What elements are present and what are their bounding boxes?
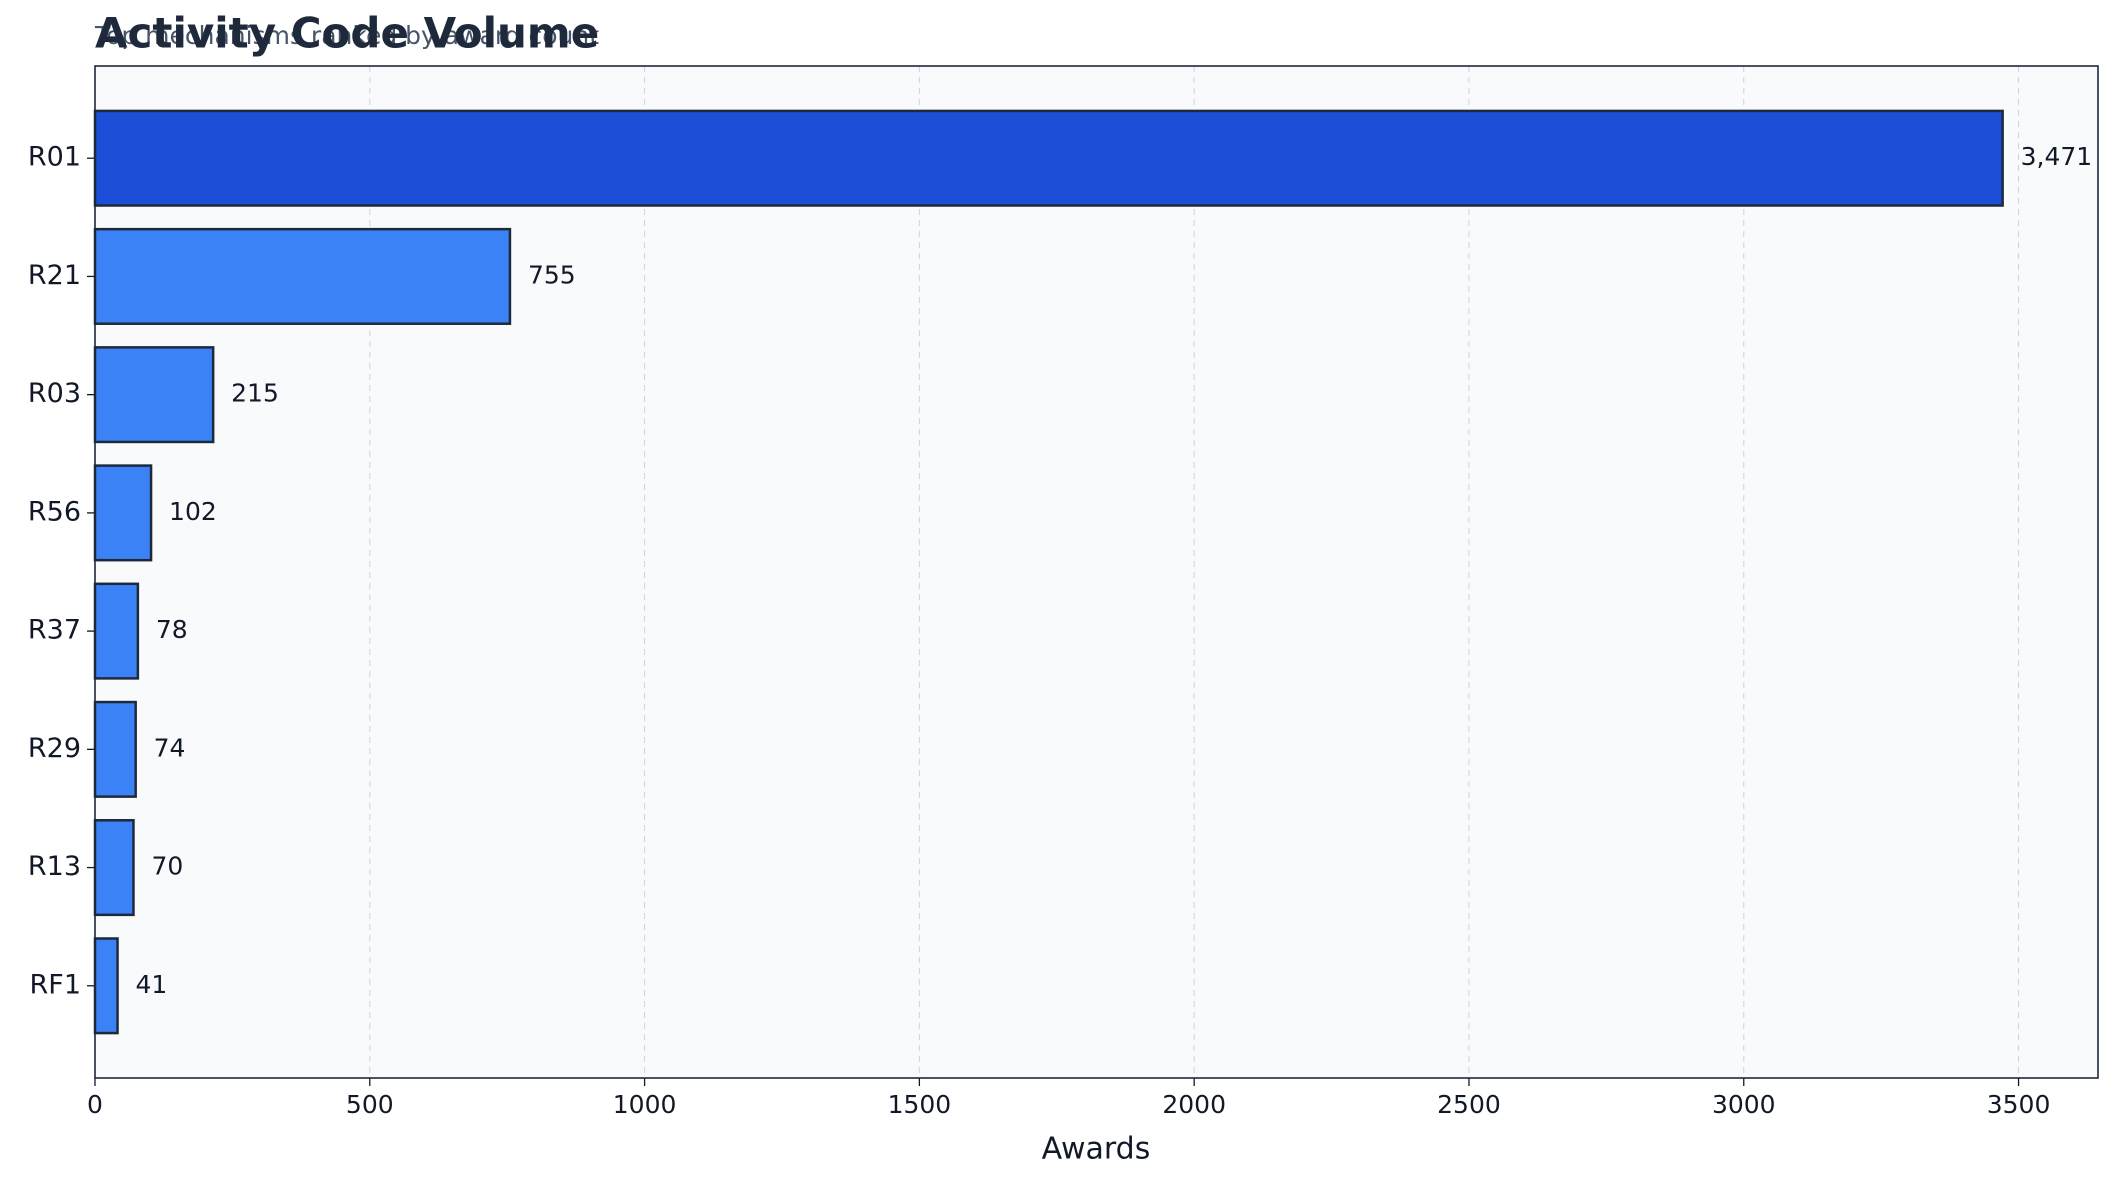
x-axis-label: Awards xyxy=(1042,1132,1151,1167)
value-label: 78 xyxy=(156,615,188,644)
chart-title: Activity Code Volume xyxy=(95,9,599,58)
y-tick-label: R37 xyxy=(28,615,81,646)
value-label: 74 xyxy=(154,733,186,762)
y-tick-label: R21 xyxy=(28,260,81,291)
x-tick-label: 500 xyxy=(346,1090,394,1119)
x-tick-label: 1500 xyxy=(888,1090,952,1119)
x-tick-label: 0 xyxy=(87,1090,103,1119)
value-label: 41 xyxy=(136,970,168,999)
y-tick-label: R56 xyxy=(28,496,81,527)
plot-area xyxy=(95,66,2098,1078)
bar xyxy=(93,819,135,917)
bar xyxy=(93,464,153,562)
bar xyxy=(93,582,140,680)
bar xyxy=(93,227,512,325)
x-tick-label: 3000 xyxy=(1712,1090,1776,1119)
x-tick-label: 3500 xyxy=(1987,1090,2051,1119)
y-tick-label: R01 xyxy=(28,142,81,173)
value-label: 755 xyxy=(528,260,576,289)
bar xyxy=(93,937,119,1035)
value-label: 70 xyxy=(151,852,183,881)
value-label: 215 xyxy=(231,379,279,408)
value-label: 3,471 xyxy=(2021,142,2093,171)
bar xyxy=(93,700,137,798)
x-tick-label: 1000 xyxy=(613,1090,677,1119)
y-tick-label: R13 xyxy=(28,851,81,882)
value-label: 102 xyxy=(169,497,217,526)
bar xyxy=(93,109,2004,207)
plot-frame xyxy=(94,65,2099,1079)
y-tick-label: R29 xyxy=(28,733,81,764)
x-tick-label: 2000 xyxy=(1162,1090,1226,1119)
y-tick-label: R03 xyxy=(28,378,81,409)
bar xyxy=(93,346,215,444)
chart-subtitle: Top mechanisms ranked by award count xyxy=(94,21,599,50)
x-tick-label: 2500 xyxy=(1437,1090,1501,1119)
y-tick-label: RF1 xyxy=(30,969,81,1000)
